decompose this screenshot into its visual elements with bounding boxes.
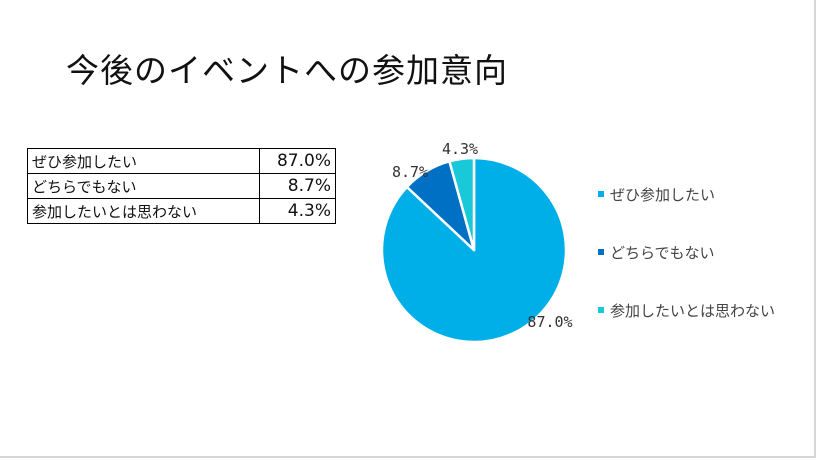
table-cell-value: 87.0% (259, 148, 336, 174)
data-table: ぜひ参加したい 87.0% どちらでもない 8.7% 参加したいとは思わない 4… (27, 148, 336, 224)
legend-swatch (598, 307, 604, 313)
pie-slice-sanka-shitai-towa-omowanai (448, 156, 476, 252)
legend-label-zehi-sanka: ぜひ参加したい (610, 186, 715, 204)
legend-swatch (598, 249, 604, 255)
legend-label-dochira-demo-nai: どちらでもない (610, 244, 715, 262)
table-cell-category: ぜひ参加したい (27, 148, 260, 174)
slide-title: 今後のイベントへの参加意向 (66, 51, 508, 90)
data-label-sanka-shitai-towa-omowanai: 4.3% (442, 140, 478, 158)
pie-slices (380, 156, 568, 344)
table-cell-category: 参加したいとは思わない (27, 198, 260, 224)
legend-label-sanka-shitai-towa-omowanai: 参加したいとは思わない (610, 302, 775, 320)
table-row: ぜひ参加したい 87.0% (27, 148, 336, 174)
pie-data-labels: 87.0% 8.7% 4.3% (392, 140, 573, 331)
data-label-zehi-sanka: 87.0% (527, 313, 572, 331)
table-cell-category: どちらでもない (27, 173, 260, 199)
data-label-dochira-demo-nai: 8.7% (392, 163, 428, 181)
table-row: 参加したいとは思わない 4.3% (27, 198, 336, 224)
table-cell-value: 4.3% (259, 198, 336, 224)
legend-swatch (598, 191, 604, 197)
